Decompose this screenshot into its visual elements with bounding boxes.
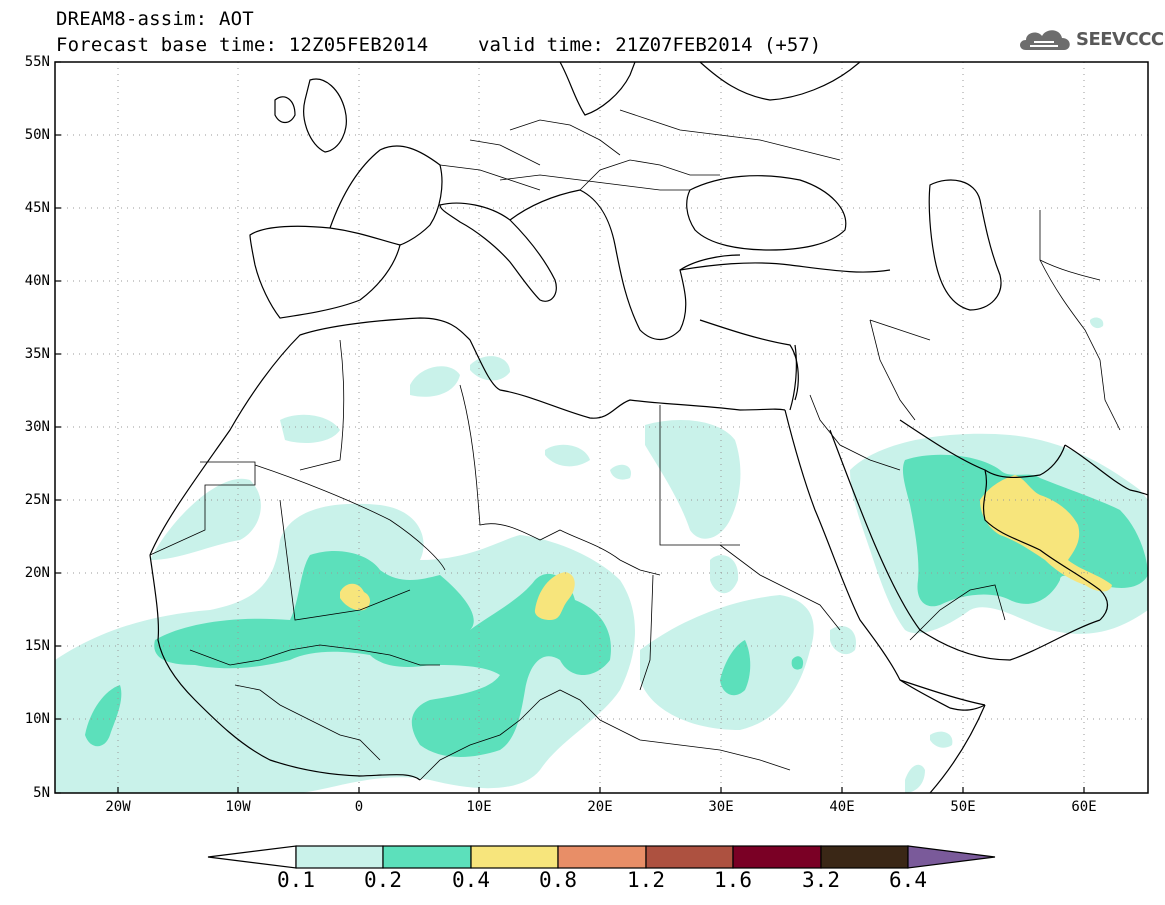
colorbar-label-3-2: 3.2	[802, 868, 840, 892]
colorbar-bin-5	[645, 845, 734, 869]
colorbar-bin-4	[557, 845, 647, 869]
graticule	[55, 62, 1148, 793]
lat-label-25n: 25N	[24, 492, 50, 508]
lat-label-40n: 40N	[24, 273, 50, 289]
coastlines	[149, 62, 1148, 793]
lat-label-20n: 20N	[24, 565, 50, 581]
map-title: DREAM8-assim: AOT	[56, 8, 254, 30]
lon-label-10w: 10W	[225, 799, 251, 815]
lat-label-45n: 45N	[24, 200, 50, 216]
lon-label-40e: 40E	[829, 799, 855, 815]
lat-label-15n: 15N	[24, 638, 50, 654]
lon-label-20e: 20E	[587, 799, 613, 815]
cloud-logo-icon	[1020, 30, 1070, 50]
colorbar-bin-2	[382, 845, 472, 869]
seevccc-logo: SEEVCCC	[1016, 22, 1164, 58]
colorbar-bin-1	[295, 845, 384, 869]
aot-fields	[55, 317, 1148, 793]
lon-label-0: 0	[354, 799, 364, 815]
colorbar-label-0-2: 0.2	[364, 868, 402, 892]
colorbar-bin-7	[820, 845, 909, 869]
colorbar-label-0-1: 0.1	[277, 868, 315, 892]
colorbar	[207, 845, 996, 869]
lon-label-60e: 60E	[1071, 799, 1097, 815]
colorbar-label-1-6: 1.6	[714, 868, 752, 892]
borders	[149, 109, 1121, 781]
colorbar-low-arrow	[207, 845, 297, 869]
lon-label-20w: 20W	[105, 799, 131, 815]
colorbar-bin-3	[470, 845, 559, 869]
lon-label-50e: 50E	[950, 799, 976, 815]
valid-time: valid time: 21Z07FEB2014 (+57)	[478, 34, 822, 56]
colorbar-label-1-2: 1.2	[627, 868, 665, 892]
colorbar-bin-6	[732, 845, 822, 869]
axis-ticks	[55, 61, 1085, 794]
lon-label-30e: 30E	[708, 799, 734, 815]
lat-label-30n: 30N	[24, 419, 50, 435]
colorbar-label-0-8: 0.8	[539, 868, 577, 892]
lon-label-10e: 10E	[466, 799, 492, 815]
lat-label-35n: 35N	[24, 346, 50, 362]
lat-label-50n: 50N	[24, 127, 50, 143]
lat-label-5n: 5N	[33, 785, 50, 801]
colorbar-label-0-4: 0.4	[452, 868, 490, 892]
lat-label-55n: 55N	[24, 54, 50, 70]
lat-label-10n: 10N	[24, 711, 50, 727]
forecast-base-time: Forecast base time: 12Z05FEB2014	[56, 34, 429, 56]
colorbar-high-arrow	[907, 845, 996, 869]
colorbar-label-6-4: 6.4	[889, 868, 927, 892]
logo-text: SEEVCCC	[1076, 29, 1164, 50]
aot-level-0-4	[340, 475, 1112, 620]
